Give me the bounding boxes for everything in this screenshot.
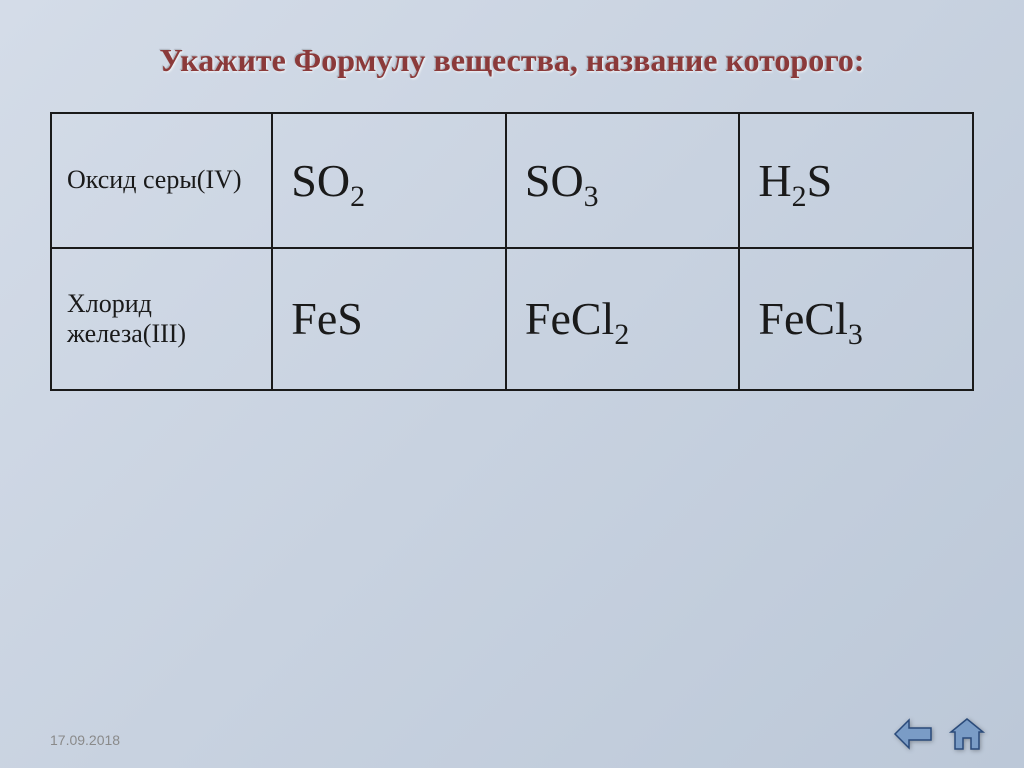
formula-prefix: H [758, 155, 791, 206]
slide-container: Укажите Формулу вещества, название котор… [0, 0, 1024, 768]
formula-subscript: 3 [584, 180, 599, 213]
formula-base: FeCl [525, 293, 614, 344]
formula-base: SO [291, 155, 350, 206]
formula-subscript: 2 [350, 180, 365, 213]
formula-base: FeS [291, 293, 363, 344]
navigation-icons [891, 715, 989, 753]
formula-base: FeCl [758, 293, 847, 344]
table-row: Оксид серы(IV) SO2 SO3 H2S [51, 113, 973, 248]
formula-subscript: 3 [848, 318, 863, 351]
back-button[interactable] [891, 715, 935, 753]
formula-base: SO [525, 155, 584, 206]
home-button[interactable] [945, 715, 989, 753]
formula-cell[interactable]: FeCl3 [739, 248, 973, 390]
chemistry-table: Оксид серы(IV) SO2 SO3 H2S Хлорид железа… [50, 112, 974, 391]
arrow-left-icon [891, 716, 935, 752]
footer-date: 17.09.2018 [50, 732, 120, 748]
formula-subscript: 2 [792, 180, 807, 213]
formula-subscript: 2 [614, 318, 629, 351]
formula-cell[interactable]: FeS [272, 248, 506, 390]
formula-cell[interactable]: H2S [739, 113, 973, 248]
slide-title: Укажите Формулу вещества, название котор… [50, 40, 974, 82]
formula-cell[interactable]: FeCl2 [506, 248, 740, 390]
row-header-oxide: Оксид серы(IV) [51, 113, 272, 248]
formula-cell[interactable]: SO3 [506, 113, 740, 248]
home-icon [947, 716, 987, 752]
table-row: Хлорид железа(III) FeS FeCl2 FeCl3 [51, 248, 973, 390]
formula-cell[interactable]: SO2 [272, 113, 506, 248]
formula-suffix: S [807, 155, 833, 206]
row-header-chloride: Хлорид железа(III) [51, 248, 272, 390]
